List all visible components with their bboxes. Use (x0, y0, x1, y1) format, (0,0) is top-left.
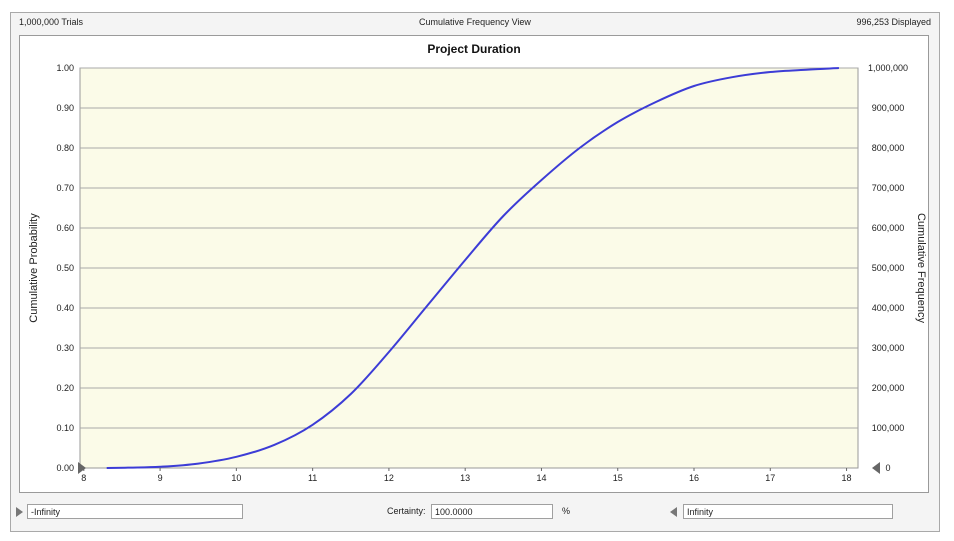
y-tick-label: 1.00 (56, 63, 74, 73)
cumulative-line (106, 67, 839, 469)
cumulative-frequency-chart: Project Duration 0.00 0 0.10 100,000 0.20 200,… (28, 42, 927, 483)
y2-tick-label: 800,000 (872, 143, 905, 153)
trials-count: 1,000,000 Trials (19, 17, 84, 27)
y-tick-label: 0.40 (56, 303, 74, 313)
x-tick-label: 17 (765, 473, 775, 483)
y2-tick-label: 1,000,000 (868, 63, 908, 73)
y2-tick-label: 200,000 (872, 383, 905, 393)
y2-tick-label: 300,000 (872, 343, 905, 353)
left-certainty-grabber-icon (78, 462, 86, 474)
x-tick-label: 9 (158, 473, 163, 483)
y-tick-label: 0.20 (56, 383, 74, 393)
y2-tick-label: 900,000 (872, 103, 905, 113)
y2-tick-label: 700,000 (872, 183, 905, 193)
y2-tick-label: 500,000 (872, 263, 905, 273)
y2-axis-label: Cumulative Frequency (915, 213, 927, 324)
x-tick-label: 12 (384, 473, 394, 483)
right-grabber-icon[interactable] (669, 506, 678, 518)
y2-tick-label: 100,000 (872, 423, 905, 433)
y2-tick-label: 400,000 (872, 303, 905, 313)
y-tick-label: 0.50 (56, 263, 74, 273)
y-tick-label: 0.30 (56, 343, 74, 353)
x-tick-label: 8 (81, 473, 86, 483)
left-grabber-icon[interactable] (15, 506, 24, 518)
y-tick-label: 0.70 (56, 183, 74, 193)
left-value-input[interactable]: -Infinity (27, 504, 243, 519)
chart-window: 1,000,000 Trials Cumulative Frequency Vi… (10, 12, 940, 532)
x-tick-label: 13 (460, 473, 470, 483)
chart-title: Project Duration (427, 42, 520, 56)
y-tick-label: 0.90 (56, 103, 74, 113)
y-tick-label: 0.60 (56, 223, 74, 233)
chart-panel: Project Duration 0.00 0 0.10 100,000 0.20 200,… (19, 35, 929, 493)
certainty-input[interactable]: 100.0000 (431, 504, 553, 519)
certainty-bar: -Infinity Certainty: 100.0000 % Infinity (11, 499, 939, 527)
y-axis-label: Cumulative Probability (28, 213, 40, 323)
x-tick-label: 18 (842, 473, 852, 483)
y2-tick-label: 600,000 (872, 223, 905, 233)
x-tick-label: 11 (308, 473, 317, 483)
x-tick-label: 16 (689, 473, 699, 483)
x-tick-label: 10 (231, 473, 241, 483)
right-value-input[interactable]: Infinity (683, 504, 893, 519)
percent-label: % (562, 506, 571, 516)
y-tick-label: 0.80 (56, 143, 74, 153)
y-tick-label: 0.00 (56, 463, 74, 473)
y2-tick-label: 0 (885, 463, 890, 473)
right-certainty-grabber-icon (872, 462, 880, 474)
displayed-count: 996,253 Displayed (856, 17, 931, 27)
x-tick-label: 14 (536, 473, 546, 483)
x-tick-label: 15 (613, 473, 623, 483)
y-tick-label: 0.10 (56, 423, 74, 433)
view-type: Cumulative Frequency View (419, 17, 531, 27)
certainty-label: Certainty: (387, 506, 426, 516)
